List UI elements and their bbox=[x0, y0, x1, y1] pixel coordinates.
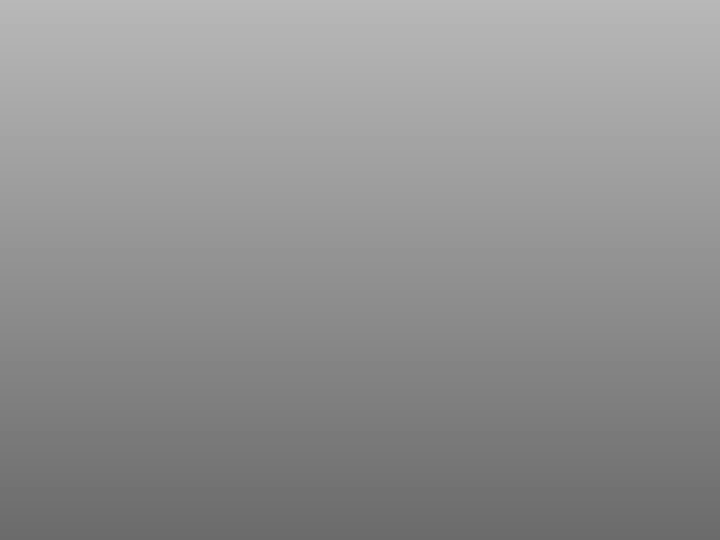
Text: Inductance of stranded conductors: Inductance of stranded conductors bbox=[174, 94, 640, 118]
Text: $\mathbf{V * I} = |\, \mathbf{V}\, |\, e^{-j\alpha} \;|\, \mathbf{I}\, |\, e^{i\: $\mathbf{V * I} = |\, \mathbf{V}\, |\, e… bbox=[157, 179, 476, 204]
Text: $= |\, \mathbf{V}\, |\;|\, \mathbf{I}\, |\cos\phi \;-j\,|\, \mathbf{V}\, |\;|\, : $= |\, \mathbf{V}\, |\;|\, \mathbf{I}\, … bbox=[151, 309, 407, 332]
FancyBboxPatch shape bbox=[140, 148, 620, 431]
Text: $= |\, \mathbf{V}\, |\;|\, \mathbf{I}\, |\cos(\alpha - \beta) - j\,|\, \mathbf{V: $= |\, \mathbf{V}\, |\;|\, \mathbf{I}\, … bbox=[151, 247, 479, 269]
Text: $= \mathbf{P} - j\mathbf{Q}$: $= \mathbf{P} - j\mathbf{Q}$ bbox=[151, 376, 225, 398]
